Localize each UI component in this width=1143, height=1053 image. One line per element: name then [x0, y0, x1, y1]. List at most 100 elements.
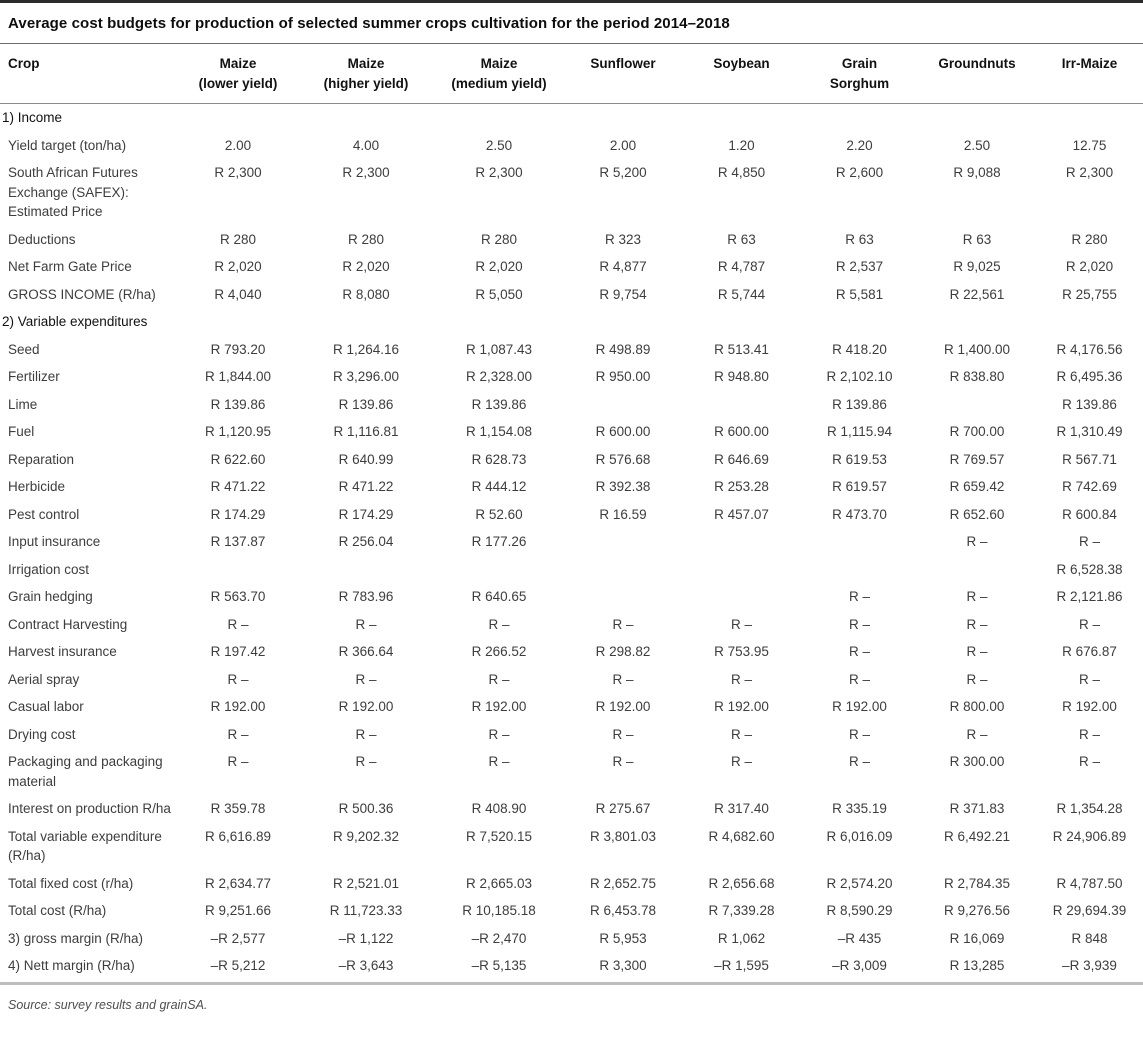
section-label: 2) Variable expenditures — [2, 314, 148, 329]
table-cell: R 371.83 — [949, 801, 1005, 816]
table-cell: R 4,682.60 — [708, 828, 775, 844]
table-cell: R 1,264.16 — [332, 341, 400, 357]
source-divider — [0, 981, 1143, 985]
row-label: Grain hedging — [8, 589, 93, 604]
table-cell: 2.50 — [485, 137, 513, 153]
table-row: 3) gross margin (R/ha) –R 2,577 –R 1,122 –R… — [0, 925, 1143, 953]
table-row: Casual labor R 192.00 R 192.00 R 192.00 R 19… — [0, 693, 1143, 721]
table-cell: R – — [848, 726, 870, 742]
table-cell: R 2,521.01 — [332, 875, 400, 891]
table-cell: R 63 — [845, 231, 874, 247]
table-cell: R 659.42 — [949, 479, 1005, 494]
table-cell: R 793.20 — [210, 341, 266, 357]
table-cell: R 6,528.38 — [1056, 561, 1123, 577]
table-cell: R 16.59 — [599, 506, 647, 522]
table-cell: R 139.86 — [1062, 396, 1117, 412]
source-note: Source: survey results and grainSA. — [8, 997, 208, 1012]
table-cell: R 16,069 — [949, 930, 1005, 946]
row-label: Net Farm Gate Price — [8, 259, 132, 274]
table-cell: R – — [227, 726, 249, 742]
table-cell: –R 1,122 — [338, 930, 394, 946]
table-cell: R 2,600 — [835, 165, 884, 180]
table-cell: R – — [966, 534, 988, 549]
table-cell — [801, 528, 918, 556]
table-cell — [682, 528, 801, 556]
section-row: 1) Income — [0, 104, 1143, 132]
table-cell — [801, 556, 918, 584]
table-cell: R – — [966, 616, 988, 632]
table-cell: R 9,276.56 — [943, 903, 1011, 918]
table-cell — [564, 556, 682, 584]
table-header: Crop Maize (lower yield) Maize (higher yield… — [0, 44, 1143, 104]
row-label: Seed — [8, 341, 40, 357]
table-cell: R – — [966, 589, 988, 604]
table-cell: R 950.00 — [595, 369, 651, 384]
table-row: Drying cost R – R – R – R – R – R – R – R – — [0, 721, 1143, 749]
table-row: Fertilizer R 1,844.00 R 3,296.00 R 2,328.00… — [0, 363, 1143, 391]
table-cell: –R 2,470 — [471, 930, 527, 946]
table-cell: R 8,080 — [342, 286, 390, 302]
table-cell: R 25,755 — [1062, 286, 1117, 302]
table-cell: R – — [1078, 726, 1100, 742]
table-cell: R 2,656.68 — [708, 875, 775, 891]
table-cell: R 838.80 — [949, 369, 1005, 384]
table-cell: –R 3,009 — [832, 958, 887, 973]
row-label: 3) gross margin (R/ha) — [8, 930, 144, 946]
table-cell: R 52.60 — [475, 506, 523, 522]
table-cell: R 4,176.56 — [1056, 341, 1123, 357]
row-label: South African Futures Exchange (SAFEX): … — [8, 165, 138, 219]
table-cell: R 3,300 — [599, 958, 647, 973]
table-cell: –R 5,135 — [471, 958, 527, 973]
row-label: Interest on production R/ha — [8, 801, 171, 816]
table-cell: R 5,744 — [717, 286, 766, 302]
table-cell: R 471.22 — [338, 479, 394, 494]
table-row: South African Futures Exchange (SAFEX): … — [0, 159, 1143, 226]
table-cell: R – — [227, 754, 249, 769]
table-cell — [178, 556, 298, 584]
table-cell: R 619.53 — [832, 451, 887, 467]
table-cell: R 2,665.03 — [465, 875, 533, 891]
table-cell: R 600.84 — [1062, 506, 1117, 522]
row-label: GROSS INCOME (R/ha) — [8, 286, 156, 302]
table-cell: R 9,202.32 — [332, 828, 400, 844]
table-row: GROSS INCOME (R/ha) R 4,040 R 8,080 R 5,050… — [0, 281, 1143, 309]
table-cell: R 5,200 — [599, 165, 647, 180]
table-cell: R 392.38 — [595, 479, 651, 494]
table-cell: R 576.68 — [595, 451, 651, 467]
table-cell: –R 5,212 — [210, 958, 266, 973]
table-cell: R 742.69 — [1062, 479, 1117, 494]
table-row: Packaging and packaging material R – R – R … — [0, 748, 1143, 795]
row-label: Fertilizer — [8, 369, 60, 384]
table-cell: R – — [488, 616, 510, 632]
table-cell: R 2,537 — [835, 259, 884, 274]
table-cell — [918, 556, 1036, 584]
table-cell: R 9,088 — [953, 165, 1001, 180]
table-cell: R 266.52 — [471, 644, 527, 659]
table-cell: R 2,121.86 — [1056, 589, 1123, 604]
table-cell: R 4,877 — [599, 259, 647, 274]
table-cell: R 471.22 — [210, 479, 266, 494]
table-cell: R 2,300 — [342, 165, 390, 180]
table-cell: R 174.29 — [338, 506, 394, 522]
table-cell: R 646.69 — [714, 451, 769, 467]
table-cell: R 174.29 — [210, 506, 266, 522]
row-label: Fuel — [8, 424, 35, 439]
table-row: Fuel R 1,120.95 R 1,116.81 R 1,154.08 R 600.… — [0, 418, 1143, 446]
table-cell: R – — [355, 616, 377, 632]
table-cell: R 753.95 — [714, 644, 769, 659]
table-cell: R 3,296.00 — [332, 369, 400, 384]
table-cell: R 2,652.75 — [589, 875, 657, 891]
table-cell: R 628.73 — [471, 451, 527, 467]
table-row: Herbicide R 471.22 R 471.22 R 444.12 R 392.3… — [0, 473, 1143, 501]
table-cell: R 1,154.08 — [465, 424, 533, 439]
table-cell: R 652.60 — [949, 506, 1005, 522]
table-cell: R – — [355, 754, 377, 769]
table-cell: R – — [1078, 534, 1100, 549]
column-header: Grain Sorghum — [801, 44, 918, 104]
table-cell: R 192.00 — [210, 699, 266, 714]
table-cell: 2.00 — [224, 137, 252, 153]
table-cell: –R 3,939 — [1062, 958, 1117, 973]
table-cell: R 1,310.49 — [1056, 424, 1123, 439]
table-cell: R 11,723.33 — [329, 903, 403, 918]
table-cell: R 192.00 — [471, 699, 527, 714]
